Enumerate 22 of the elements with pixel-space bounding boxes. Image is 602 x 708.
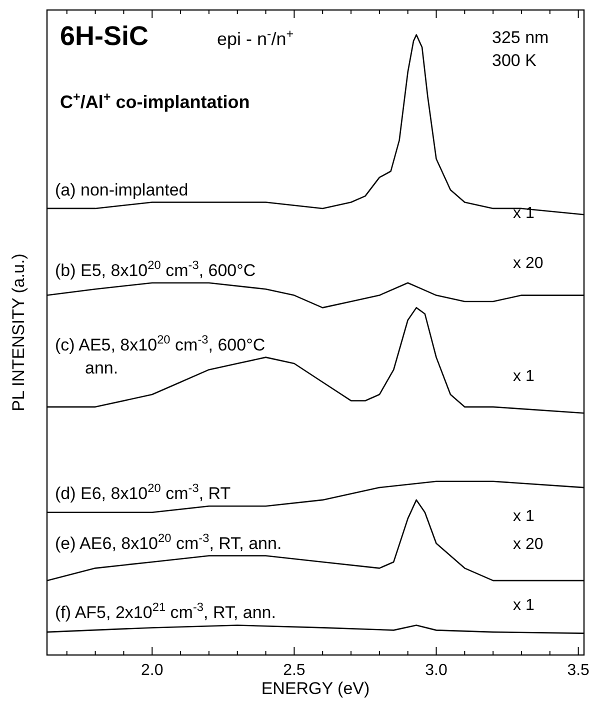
- series-label: (b) E5, 8x10$^{20}$ cm$^{-3}$, 600°C: [55, 258, 256, 280]
- annotation: x 1: [513, 368, 534, 385]
- annotation: x 20: [513, 255, 544, 272]
- x-tick-label: 2.0: [141, 662, 164, 679]
- annotation: 325 nm: [492, 28, 549, 47]
- text: C$^{+}$/Al$^{+}$ co-implantation: [60, 90, 250, 112]
- annotation: x 1: [513, 508, 534, 525]
- x-tick-label: 3.5: [567, 662, 590, 679]
- x-tick-label: 2.5: [283, 662, 306, 679]
- x-tick-label: 3.0: [425, 662, 448, 679]
- annotation: x 1: [513, 597, 534, 614]
- series-label: (f) AF5, 2x10$^{21}$ cm$^{-3}$, RT, ann.: [55, 600, 276, 622]
- annotation: 300 K: [492, 51, 538, 70]
- y-axis-title: PL INTENSITY (a.u.): [9, 254, 28, 412]
- annotation: epi - n$^{-}$/n$^{+}$: [217, 27, 294, 49]
- series-label: (a) non-implanted: [55, 180, 188, 200]
- x-axis-title: ENERGY (eV): [261, 679, 370, 698]
- series-label: (e) AE6, 8x10$^{20}$ cm$^{-3}$, RT, ann.: [55, 530, 282, 553]
- chart-title: 6H-SiC: [60, 21, 149, 51]
- series-label: (d) E6, 8x10$^{20}$ cm$^{-3}$, RT: [55, 481, 231, 504]
- annotation: x 20: [513, 536, 544, 553]
- text: (c) AE5, 8x10$^{20}$ cm$^{-3}$, 600°C ann.: [55, 332, 266, 378]
